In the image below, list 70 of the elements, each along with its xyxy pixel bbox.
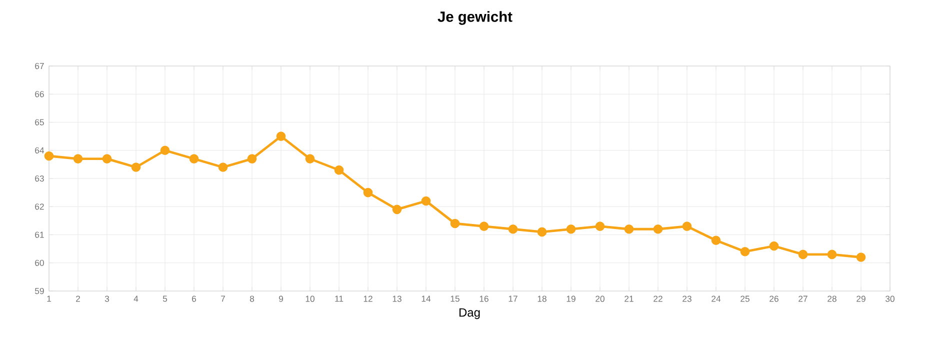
x-tick-label: 23 [682,296,692,302]
x-tick-label: 29 [856,296,866,302]
x-tick-label: 10 [306,296,314,302]
point [711,236,721,246]
x-tick-label: 22 [654,296,662,302]
point [363,188,373,198]
y-tick-label: 66 [35,91,44,98]
x-tick-label: 8 [250,296,254,302]
point [653,224,663,234]
y-tick-label: 61 [35,232,44,238]
x-tick-label: 25 [740,296,750,302]
x-tick-label: 11 [335,296,344,302]
point [189,154,199,164]
point [856,252,866,262]
point [218,162,228,172]
point [160,146,170,156]
point [44,151,54,161]
point [392,204,402,214]
x-tick-label: 3 [104,296,110,302]
point [682,222,692,231]
y-tick-label: 65 [35,119,44,126]
x-tick-label: 2 [76,296,80,302]
y-tick-label: 64 [35,147,44,154]
point [508,224,518,234]
x-tick-label: 24 [712,296,721,302]
point [276,132,286,141]
x-tick-label: 16 [480,296,488,302]
x-tick-label: 9 [278,296,284,302]
y-tick-label: 63 [35,175,44,182]
point [566,224,576,234]
x-tick-label: 20 [596,296,604,302]
point [450,218,460,228]
point [769,241,779,251]
x-tick-label: 19 [566,296,576,302]
point [798,250,808,260]
x-axis-title: Dag [459,308,480,320]
y-tick-label: 60 [35,260,44,266]
point [305,154,315,164]
x-tick-label: 17 [508,296,518,302]
point [421,196,431,206]
x-tick-label: 12 [364,296,372,302]
x-tick-label: 4 [134,296,138,302]
x-tick-label: 30 [886,296,894,302]
point [537,227,547,237]
x-tick-label: 18 [538,296,546,302]
y-tick-label: 59 [35,288,44,294]
point [131,162,141,172]
chart-title: Je gewicht [438,11,512,25]
point [595,222,605,231]
x-tick-label: 13 [392,296,402,302]
point [73,154,83,164]
x-tick-label: 14 [422,296,431,302]
x-tick-label: 1 [47,296,51,302]
x-tick-label: 7 [221,296,225,302]
x-tick-label: 26 [770,296,778,302]
point [102,154,112,164]
x-tick-label: 5 [162,296,168,302]
point [479,222,489,231]
x-tick-label: 28 [828,296,836,302]
point [334,165,344,175]
point [740,246,750,256]
x-tick-label: 15 [450,296,460,302]
x-tick-label: 21 [624,296,634,302]
point [247,154,257,164]
point [827,250,837,260]
y-tick-label: 67 [35,62,44,70]
point [624,224,634,234]
x-tick-label: 27 [798,296,808,302]
y-tick-label: 62 [35,204,44,210]
x-tick-label: 6 [192,296,196,302]
